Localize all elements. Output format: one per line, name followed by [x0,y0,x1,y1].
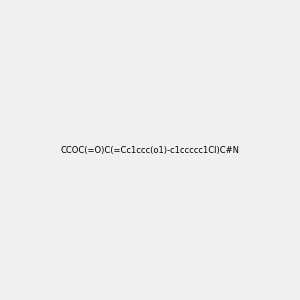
Text: CCOC(=O)C(=Cc1ccc(o1)-c1ccccc1Cl)C#N: CCOC(=O)C(=Cc1ccc(o1)-c1ccccc1Cl)C#N [61,146,239,154]
